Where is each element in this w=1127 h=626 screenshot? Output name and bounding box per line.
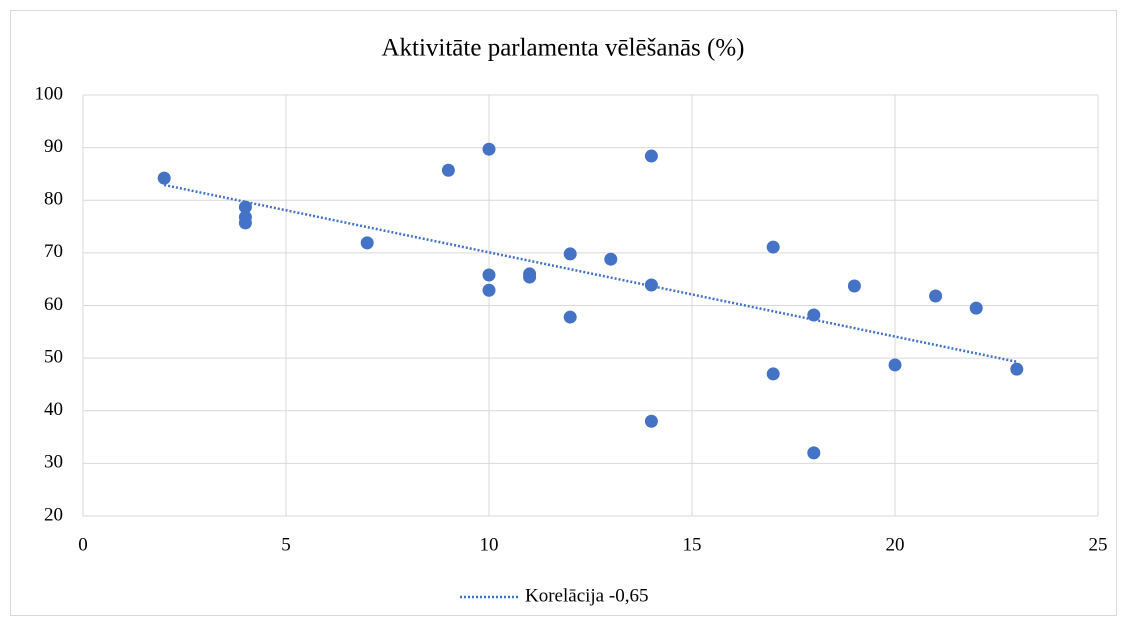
- x-tick-label: 5: [281, 534, 291, 555]
- legend-label: Korelācija -0,65: [525, 585, 648, 606]
- y-tick-label: 100: [35, 83, 64, 104]
- x-tick-label: 15: [683, 534, 702, 555]
- y-tick-label: 30: [44, 452, 63, 473]
- y-tick-label: 60: [44, 294, 63, 315]
- point: [563, 310, 577, 324]
- point: [482, 268, 496, 282]
- point: [644, 149, 658, 163]
- point: [563, 247, 577, 261]
- point: [807, 446, 821, 460]
- point: [847, 279, 861, 293]
- y-tick-label: 90: [44, 136, 63, 157]
- point: [441, 163, 455, 177]
- y-tick-label: 70: [44, 241, 63, 262]
- point: [157, 171, 171, 185]
- point: [807, 308, 821, 322]
- x-tick-label: 0: [78, 534, 88, 555]
- y-tick-label: 40: [44, 399, 63, 420]
- point: [766, 240, 780, 254]
- point: [766, 367, 780, 381]
- y-tick-label: 50: [44, 346, 63, 367]
- point: [482, 283, 496, 297]
- x-tick-label: 20: [886, 534, 905, 555]
- point: [360, 236, 374, 250]
- y-tick-label: 20: [44, 504, 63, 525]
- point: [604, 252, 618, 266]
- point: [238, 216, 252, 230]
- point: [1010, 362, 1024, 376]
- point: [644, 414, 658, 428]
- point: [929, 289, 943, 303]
- chart-border: [10, 10, 1117, 616]
- x-tick-label: 10: [480, 534, 499, 555]
- y-tick-label: 80: [44, 189, 63, 210]
- point: [523, 270, 537, 284]
- chart-title: Aktivitāte parlamenta vēlēšanās (%): [381, 35, 744, 62]
- point: [482, 142, 496, 156]
- point: [888, 358, 902, 372]
- point: [969, 301, 983, 315]
- point: [238, 200, 252, 214]
- x-tick-label: 25: [1089, 534, 1108, 555]
- trendline: [163, 183, 1018, 364]
